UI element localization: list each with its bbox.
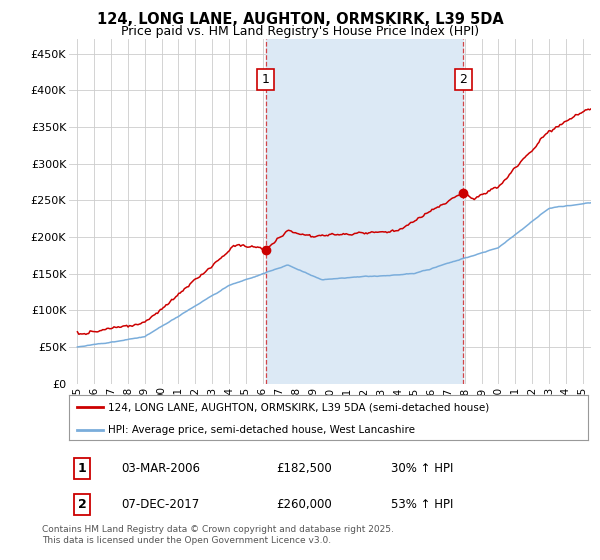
Text: Contains HM Land Registry data © Crown copyright and database right 2025.
This d: Contains HM Land Registry data © Crown c… [42, 525, 394, 545]
Text: HPI: Average price, semi-detached house, West Lancashire: HPI: Average price, semi-detached house,… [108, 424, 415, 435]
Text: 124, LONG LANE, AUGHTON, ORMSKIRK, L39 5DA (semi-detached house): 124, LONG LANE, AUGHTON, ORMSKIRK, L39 5… [108, 402, 489, 412]
Text: £182,500: £182,500 [277, 462, 332, 475]
Text: 2: 2 [77, 498, 86, 511]
Text: £260,000: £260,000 [277, 498, 332, 511]
Text: 2: 2 [460, 73, 467, 86]
Text: 07-DEC-2017: 07-DEC-2017 [121, 498, 199, 511]
Bar [266, 39, 463, 384]
Text: 1: 1 [77, 462, 86, 475]
Text: 1: 1 [262, 73, 269, 86]
Text: 53% ↑ HPI: 53% ↑ HPI [391, 498, 453, 511]
Text: 30% ↑ HPI: 30% ↑ HPI [391, 462, 453, 475]
Text: Price paid vs. HM Land Registry's House Price Index (HPI): Price paid vs. HM Land Registry's House … [121, 25, 479, 38]
Text: 03-MAR-2006: 03-MAR-2006 [121, 462, 200, 475]
Text: 124, LONG LANE, AUGHTON, ORMSKIRK, L39 5DA: 124, LONG LANE, AUGHTON, ORMSKIRK, L39 5… [97, 12, 503, 27]
